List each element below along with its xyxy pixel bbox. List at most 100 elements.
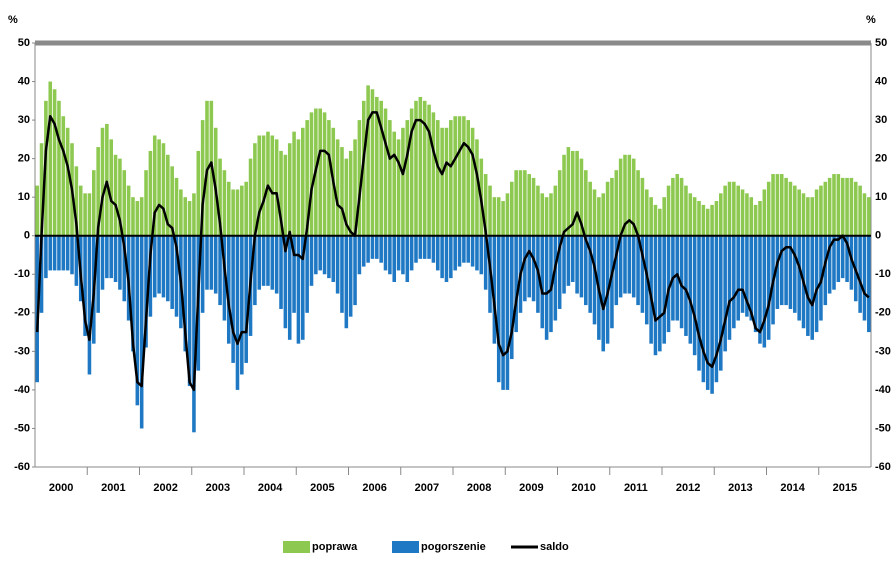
bar [379, 235, 383, 263]
bar [823, 235, 828, 306]
y2-tick-label: -20 [875, 307, 891, 319]
bar [301, 235, 305, 340]
bar [806, 197, 810, 236]
bar [375, 96, 379, 236]
bar [867, 197, 871, 236]
bar [235, 189, 240, 236]
bar [318, 108, 322, 236]
bar [414, 100, 418, 236]
bar [588, 181, 592, 236]
y-tick-label: -30 [14, 345, 30, 357]
bar [122, 170, 127, 236]
bar [579, 235, 584, 298]
bar [52, 235, 57, 271]
legend-label: pogorszenie [421, 541, 486, 553]
bar [357, 235, 362, 275]
bar [531, 235, 536, 302]
y-tick-label: -10 [14, 268, 30, 280]
bar [353, 139, 357, 236]
bar [61, 235, 66, 271]
bar [793, 235, 797, 313]
bar [592, 235, 597, 325]
x-tick-label: 2006 [362, 482, 386, 494]
bar [444, 235, 449, 282]
bar [388, 235, 392, 275]
bar [557, 170, 562, 236]
bar [444, 127, 449, 236]
bar [862, 235, 867, 321]
bar [492, 197, 497, 236]
bar [697, 201, 701, 236]
bar [305, 235, 309, 313]
bar [126, 185, 131, 236]
bar [827, 177, 832, 236]
bar [832, 174, 836, 236]
bar [218, 235, 222, 306]
bar [636, 235, 640, 306]
bar [348, 235, 353, 317]
bar [610, 177, 614, 236]
y2-tick-label: 40 [875, 75, 887, 87]
bar [692, 197, 697, 236]
bar [627, 235, 632, 294]
bar [518, 170, 523, 236]
bar [274, 139, 279, 236]
bar [496, 197, 501, 236]
y-tick-label: 50 [18, 37, 30, 49]
bar [771, 174, 775, 236]
bar [427, 235, 431, 259]
bar [409, 108, 414, 236]
bar [453, 235, 457, 271]
bar [96, 235, 100, 313]
bar [270, 135, 275, 236]
bar [57, 100, 61, 236]
bar [710, 204, 714, 236]
bar [435, 235, 440, 271]
bar [832, 235, 836, 290]
bar [218, 158, 222, 236]
bar [301, 127, 305, 236]
bar [483, 174, 488, 236]
bar [762, 235, 767, 348]
bar [257, 135, 262, 236]
bar [705, 235, 710, 390]
bar [192, 235, 196, 433]
legend-label: poprawa [312, 541, 358, 553]
x-tick-label: 2008 [467, 482, 491, 494]
bar [100, 127, 105, 236]
bar [544, 235, 549, 340]
bar [344, 158, 349, 236]
bar [819, 185, 823, 236]
y2-tick-label: -30 [875, 345, 891, 357]
bar [779, 174, 784, 236]
bar [475, 139, 479, 236]
bar [553, 235, 558, 321]
bar [209, 235, 214, 290]
x-tick-label: 2015 [833, 482, 857, 494]
bar [135, 201, 140, 236]
bar [166, 235, 170, 302]
bar [279, 150, 283, 236]
y-tick-label: -50 [14, 422, 30, 434]
bar [74, 235, 79, 286]
bar [584, 170, 588, 236]
bar [575, 150, 579, 236]
bar [296, 235, 301, 344]
bar [732, 181, 736, 236]
bar [697, 235, 701, 371]
x-tick-label: 2001 [101, 482, 125, 494]
bar [240, 235, 244, 375]
x-tick-label: 2005 [310, 482, 334, 494]
bar [662, 235, 666, 344]
bar [396, 139, 401, 236]
bar [466, 235, 471, 263]
bar [766, 181, 771, 236]
y2-tick-label: 0 [875, 230, 881, 242]
bar [422, 235, 427, 259]
bar [762, 189, 767, 236]
bar [723, 185, 727, 236]
bar [510, 181, 514, 236]
bar [662, 197, 666, 236]
bar [536, 185, 540, 236]
bar [200, 120, 205, 236]
